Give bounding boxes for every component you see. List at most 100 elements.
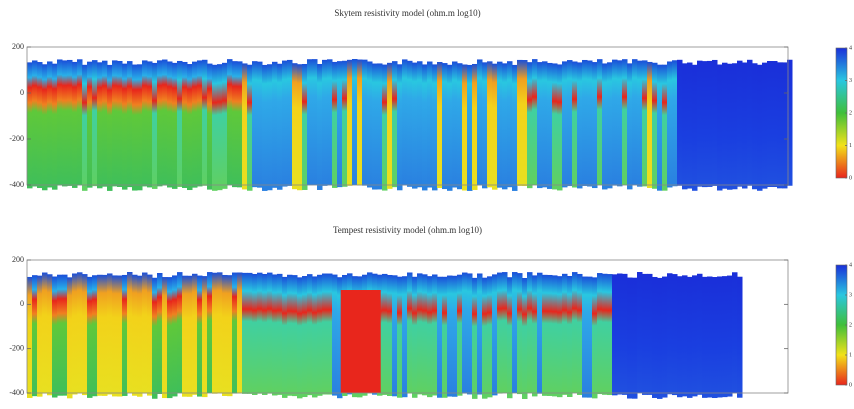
colorbar-tick-label: 2 xyxy=(849,110,852,116)
section-stripe xyxy=(37,62,43,189)
section-stripe xyxy=(532,275,538,397)
section-stripe xyxy=(487,276,493,398)
section-stripe xyxy=(137,64,143,191)
section-stripe xyxy=(87,61,93,188)
section-stripe xyxy=(352,59,358,186)
section-stripe xyxy=(102,274,108,396)
section-stripe xyxy=(217,64,223,191)
section-stripe xyxy=(652,62,658,189)
section-stripe xyxy=(97,62,103,189)
section-stripe xyxy=(587,60,593,187)
section-stripe xyxy=(152,277,158,399)
section-stripe xyxy=(72,273,78,395)
section-stripe xyxy=(317,274,323,396)
section-stripe xyxy=(662,64,668,191)
section-stripe xyxy=(417,273,423,395)
section-stripe xyxy=(407,272,413,394)
section-stripe xyxy=(187,275,193,397)
section-stripe xyxy=(92,60,98,187)
section-stripe xyxy=(172,275,178,397)
section-stripe xyxy=(537,62,543,189)
section-stripe xyxy=(292,275,298,397)
section-stripe xyxy=(492,274,498,396)
section-stripe xyxy=(182,275,188,397)
section-stripe xyxy=(712,59,718,186)
section-stripe xyxy=(542,274,548,396)
section-stripe xyxy=(117,60,123,187)
section-stripe xyxy=(687,62,693,189)
section-stripe xyxy=(722,62,728,189)
section-stripe xyxy=(142,60,148,187)
section-stripe xyxy=(277,273,283,395)
section-stripe xyxy=(612,59,618,186)
section-stripe xyxy=(657,64,663,191)
section-stripe xyxy=(597,273,603,395)
section-stripe xyxy=(787,59,793,186)
section-stripe xyxy=(262,64,268,191)
section-stripe xyxy=(507,61,513,188)
section-stripe xyxy=(62,60,68,187)
section-stripe xyxy=(237,61,243,188)
section-stripe xyxy=(252,61,258,188)
colorbar-tick-label: 3 xyxy=(849,292,852,298)
section-stripe xyxy=(712,277,718,399)
section-stripe xyxy=(472,63,478,190)
section-stripe xyxy=(747,59,753,186)
section-stripe xyxy=(522,60,528,187)
section-stripe xyxy=(562,273,568,395)
section-stripe xyxy=(77,272,83,394)
section-stripe xyxy=(267,64,273,191)
section-stripe xyxy=(287,274,293,396)
y-tick-label: -400 xyxy=(9,388,24,397)
section-stripe xyxy=(242,63,248,190)
section-stripe xyxy=(72,61,78,188)
section-stripe xyxy=(302,63,308,190)
section-stripe xyxy=(587,276,593,398)
section-stripe xyxy=(602,63,608,190)
section-stripe xyxy=(102,60,108,187)
section-stripe xyxy=(612,274,618,396)
section-stripe xyxy=(402,276,408,398)
section-stripe xyxy=(137,275,143,397)
y-tick-label: -200 xyxy=(9,343,24,352)
plot-frame xyxy=(26,259,789,394)
section-stripe xyxy=(657,277,663,399)
section-stripe xyxy=(87,276,93,398)
section-stripe xyxy=(407,60,413,187)
section-stripe xyxy=(737,60,743,187)
panel-title: Skytem resistivity model (ohm.m log10) xyxy=(334,8,480,18)
section-stripe xyxy=(47,274,53,396)
section-stripe xyxy=(697,60,703,187)
section-stripe xyxy=(32,60,38,187)
colorbar-tick-label: 2 xyxy=(849,322,852,328)
section-stripe xyxy=(557,64,563,191)
section-stripe xyxy=(347,59,353,186)
section-stripe xyxy=(597,59,603,186)
section-stripe xyxy=(187,64,193,191)
section-stripe xyxy=(217,272,223,394)
section-stripe xyxy=(257,61,263,188)
section-stripe xyxy=(97,274,103,396)
section-stripe xyxy=(547,274,553,396)
y-tick-label: -200 xyxy=(9,134,24,143)
section-stripe xyxy=(147,61,153,188)
section-stripe xyxy=(667,273,673,395)
section-stripe xyxy=(412,276,418,398)
section-stripe xyxy=(717,64,723,191)
section-stripe xyxy=(177,272,183,394)
section-stripe xyxy=(297,64,303,191)
section-stripe xyxy=(577,62,583,189)
section-stripe xyxy=(527,272,533,394)
section-stripe xyxy=(107,64,113,191)
section-stripe xyxy=(502,272,508,394)
section-stripe xyxy=(337,277,343,399)
colorbar-tick-label: 3 xyxy=(849,78,852,84)
section-stripe xyxy=(322,273,328,395)
section-stripe xyxy=(272,61,278,188)
section-stripe xyxy=(52,276,58,398)
section-stripe xyxy=(127,272,133,394)
y-tick-label: 200 xyxy=(12,42,24,51)
section-stripe xyxy=(397,64,403,191)
section-stripe xyxy=(42,272,48,394)
